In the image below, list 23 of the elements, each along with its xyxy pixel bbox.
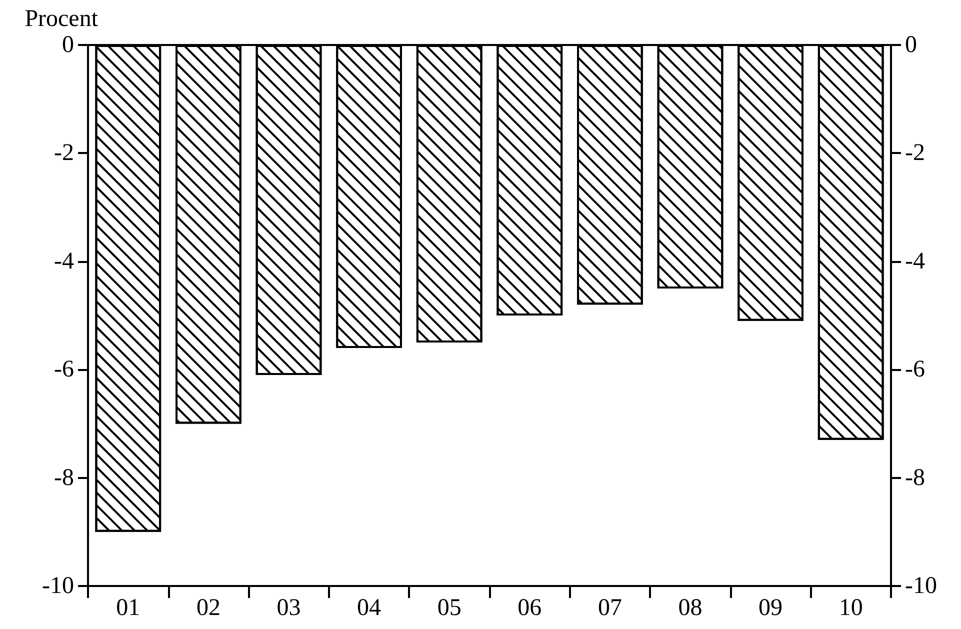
x-tick-label: 06	[518, 595, 542, 621]
y2-tick-label: -2	[905, 140, 925, 166]
y-tick-label: -8	[54, 464, 74, 491]
x-tick-label: 05	[437, 595, 462, 621]
x-tick-label: 10	[838, 595, 863, 621]
y2-tick-label: 0	[905, 32, 917, 58]
x-tick-label: 07	[598, 595, 622, 621]
y-tick-label: -10	[42, 573, 74, 599]
y-tick-label: -6	[54, 356, 74, 383]
y2-tick-label: -6	[905, 356, 925, 383]
x-tick-label: 09	[758, 595, 783, 621]
y2-tick-label: -8	[905, 464, 925, 491]
x-tick-label: 04	[357, 595, 382, 621]
y-axis-title: Procent	[24, 6, 98, 32]
y-tick-label: -2	[54, 140, 74, 166]
x-tick-label: 03	[276, 595, 301, 621]
y-tick-label: -4	[54, 248, 74, 274]
x-tick-label: 08	[678, 595, 702, 621]
y2-tick-label: -10	[905, 573, 937, 599]
x-tick-label: 02	[196, 595, 220, 621]
y-tick-label: 0	[62, 32, 74, 58]
y2-tick-label: -4	[905, 248, 925, 274]
x-tick-label: 01	[116, 595, 140, 621]
